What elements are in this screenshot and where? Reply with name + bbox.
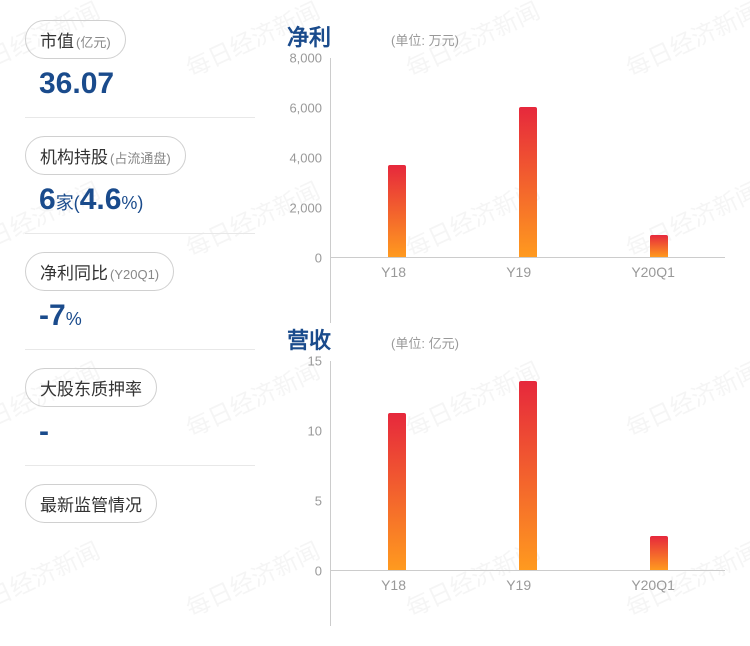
metric-value: - — [25, 417, 255, 447]
metric-institutional: 机构持股 (占流通盘) 6家(4.6%) — [25, 136, 255, 215]
chart-bar — [519, 107, 537, 257]
x-tick-label: Y20Q1 — [631, 264, 675, 280]
metrics-panel: 市值 (亿元) 36.07 机构持股 (占流通盘) 6家(4.6%) 净利同比 … — [25, 20, 255, 626]
main-container: 市值 (亿元) 36.07 机构持股 (占流通盘) 6家(4.6%) 净利同比 … — [0, 0, 750, 646]
metric-label: 净利同比 — [40, 259, 108, 284]
chart-revenue: 营收 (单位: 亿元) 0 5 10 15 Y18 Y19 Y20Q1 — [275, 323, 725, 626]
divider — [25, 117, 255, 118]
x-axis-labels: Y18 Y19 Y20Q1 — [331, 258, 725, 280]
divider — [25, 233, 255, 234]
x-tick-label: Y20Q1 — [631, 577, 675, 593]
metric-pill: 净利同比 (Y20Q1) — [25, 252, 174, 291]
metric-value-text2: 4.6 — [80, 183, 122, 216]
chart-bar — [388, 165, 406, 258]
metric-label: 市值 — [40, 27, 74, 52]
chart-title: 净利 — [287, 20, 331, 52]
chart-body: 02,0004,0006,0008,000 Y18Y19Y20Q1 — [275, 58, 725, 323]
metric-value: -7% — [25, 301, 255, 331]
metric-suffix: %) — [121, 193, 143, 213]
y-axis: 051015 — [275, 361, 330, 626]
y-tick-label: 0 — [315, 564, 322, 579]
metric-value: 36.07 — [25, 69, 255, 99]
metric-pill: 机构持股 (占流通盘) — [25, 136, 186, 175]
metric-value-mid: 家( — [56, 193, 80, 213]
x-tick-label: Y19 — [506, 577, 531, 593]
metric-label: 最新监管情况 — [40, 491, 142, 516]
chart-unit: (单位: 亿元) — [391, 333, 459, 352]
y-tick-label: 10 — [308, 424, 322, 439]
metric-label: 大股东质押率 — [40, 375, 142, 400]
charts-panel: 净利 (单位: 万元) 0 2,000 4,000 6,000 8,000 Y18 Y19… — [255, 20, 725, 626]
chart-bar — [650, 536, 668, 570]
y-axis: 02,0004,0006,0008,000 — [275, 58, 330, 323]
chart-bar — [650, 235, 668, 258]
metric-sub: (Y20Q1) — [110, 267, 159, 282]
y-tick-label: 4,000 — [289, 151, 322, 166]
metric-pill: 最新监管情况 — [25, 484, 157, 523]
chart-bar — [519, 381, 537, 570]
plot-area: Y18 Y19 Y20Q1 — [330, 58, 725, 323]
metric-label: 机构持股 — [40, 143, 108, 168]
divider — [25, 465, 255, 466]
metric-pledge: 大股东质押率 - — [25, 368, 255, 447]
bars-region — [331, 361, 725, 571]
metric-market-cap: 市值 (亿元) 36.07 — [25, 20, 255, 99]
y-tick-label: 2,000 — [289, 201, 322, 216]
y-tick-label: 6,000 — [289, 101, 322, 116]
y-tick-label: 15 — [308, 354, 322, 369]
y-tick-label: 5 — [315, 494, 322, 509]
metric-sub: (亿元) — [76, 32, 111, 51]
metric-regulatory: 最新监管情况 — [25, 484, 255, 523]
x-tick-label: Y18 — [381, 264, 406, 280]
x-tick-label: Y18 — [381, 577, 406, 593]
chart-net-profit: 净利 (单位: 万元) 0 2,000 4,000 6,000 8,000 Y18 Y19… — [275, 20, 725, 323]
chart-unit: (单位: 万元) — [391, 30, 459, 49]
metric-suffix: % — [66, 309, 82, 329]
x-tick-label: Y19 — [506, 264, 531, 280]
bars-region — [331, 58, 725, 258]
y-tick-label: 8,000 — [289, 51, 322, 66]
metric-pill: 市值 (亿元) — [25, 20, 126, 59]
plot-area: Y18 Y19 Y20Q1 — [330, 361, 725, 626]
chart-header: 净利 (单位: 万元) — [275, 20, 725, 52]
chart-body: 051015 Y18Y19Y20Q1 — [275, 361, 725, 626]
chart-header: 营收 (单位: 亿元) — [275, 323, 725, 355]
chart-bar — [388, 413, 406, 570]
y-tick-label: 0 — [315, 251, 322, 266]
metric-value-text: 36.07 — [39, 67, 114, 100]
metric-profit-yoy: 净利同比 (Y20Q1) -7% — [25, 252, 255, 331]
metric-pill: 大股东质押率 — [25, 368, 157, 407]
metric-value-text: - — [39, 415, 49, 448]
metric-sub: (占流通盘) — [110, 148, 171, 167]
x-axis-labels: Y18 Y19 Y20Q1 — [331, 571, 725, 593]
metric-value-text: 6 — [39, 183, 56, 216]
divider — [25, 349, 255, 350]
metric-value-text: -7 — [39, 299, 66, 332]
chart-title: 营收 — [287, 323, 331, 355]
metric-value: 6家(4.6%) — [25, 185, 255, 215]
